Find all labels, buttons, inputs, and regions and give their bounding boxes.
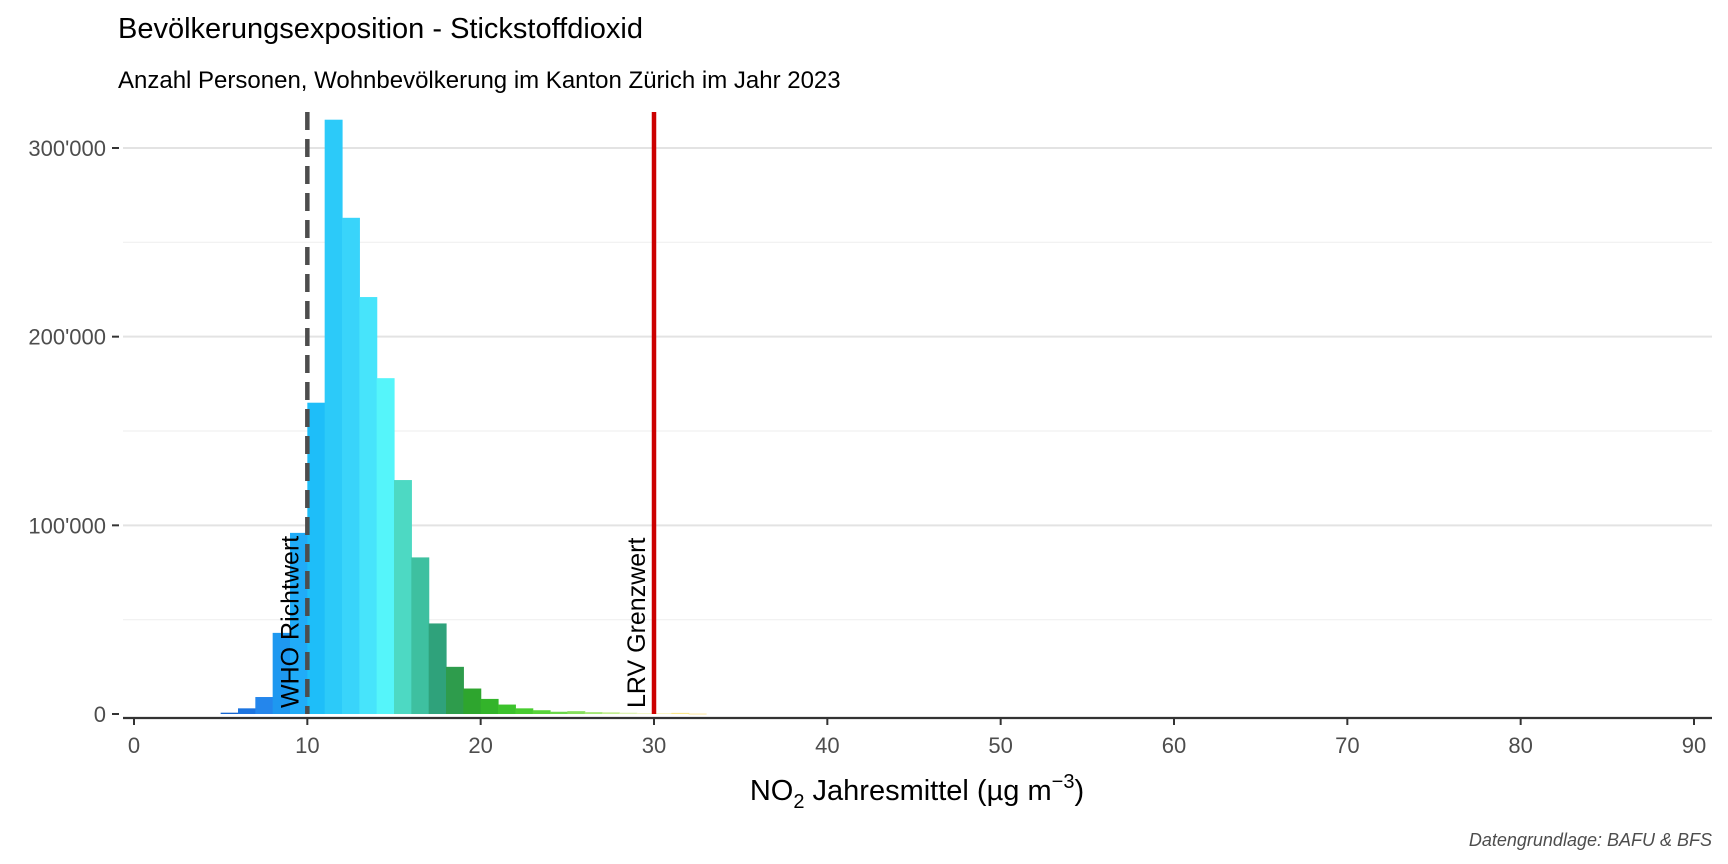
histogram-bar [584, 712, 603, 714]
x-tick-label: 20 [468, 733, 492, 758]
histogram-bar [342, 217, 360, 714]
histogram-bar [463, 688, 482, 714]
histogram-bar [446, 666, 464, 714]
histogram-bar [619, 712, 638, 714]
y-tick-label: 200'000 [28, 325, 106, 350]
histogram-bar [636, 713, 655, 714]
histogram-bar [255, 697, 274, 714]
y-tick-label: 300'000 [28, 136, 106, 161]
x-tick-label: 70 [1335, 733, 1359, 758]
caption: Datengrundlage: BAFU & BFS [1469, 830, 1712, 850]
histogram-bar [532, 710, 551, 714]
x-axis-title-superscript: −3 [1052, 771, 1075, 793]
histogram-bar [394, 480, 412, 714]
histogram-bar [359, 297, 378, 714]
x-tick-label: 90 [1682, 733, 1706, 758]
x-tick-label: 0 [128, 733, 140, 758]
x-axis-title: NO2 Jahresmittel (µg m−3) [750, 771, 1084, 813]
histogram-bar [290, 532, 308, 714]
x-tick-label: 50 [988, 733, 1012, 758]
histogram-bar [654, 713, 672, 714]
histogram-bar [220, 712, 239, 714]
x-tick-label: 30 [642, 733, 666, 758]
axes: 0 10 20 30 40 50 60 70 80 90 0 100'000 200'000 300'00… [28, 136, 1712, 758]
histogram-bar [498, 704, 516, 714]
histogram-bar [671, 712, 690, 714]
histogram-bar [550, 711, 568, 714]
y-tick-label: 100'000 [28, 513, 106, 538]
x-tick-label: 10 [295, 733, 319, 758]
histogram-bar [515, 708, 534, 714]
histogram-bar [688, 713, 707, 715]
x-axis-title-rest: Jahresmittel (µg m [804, 775, 1051, 807]
histogram-bar [567, 711, 586, 714]
x-tick-label: 40 [815, 733, 839, 758]
reference-line-label: LRV Grenzwert [623, 538, 651, 708]
x-tick-label: 60 [1162, 733, 1186, 758]
histogram-bar [307, 402, 326, 714]
chart-subtitle: Anzahl Personen, Wohnbevölkerung im Kant… [118, 67, 841, 94]
reference-line-label: WHO Richtwert [276, 536, 304, 708]
histogram-bar [602, 712, 620, 714]
histogram-bar [376, 378, 395, 714]
histogram-bar [428, 623, 447, 714]
x-axis-title-close: ) [1074, 775, 1084, 807]
x-axis-title-subscript: 2 [793, 791, 804, 813]
histogram-bar [238, 708, 256, 714]
y-tick-label: 0 [94, 702, 106, 727]
reference-lines: WHO Richtwert LRV Grenzwert [276, 112, 657, 714]
histogram-bars [220, 119, 707, 715]
histogram-bar [324, 119, 343, 714]
x-axis-title-main: NO [750, 775, 794, 807]
histogram-bar [411, 557, 430, 714]
histogram-bar [272, 632, 291, 714]
chart-title: Bevölkerungsexposition - Stickstoffdioxi… [118, 13, 643, 45]
x-tick-label: 80 [1508, 733, 1532, 758]
histogram-bar [480, 698, 499, 714]
